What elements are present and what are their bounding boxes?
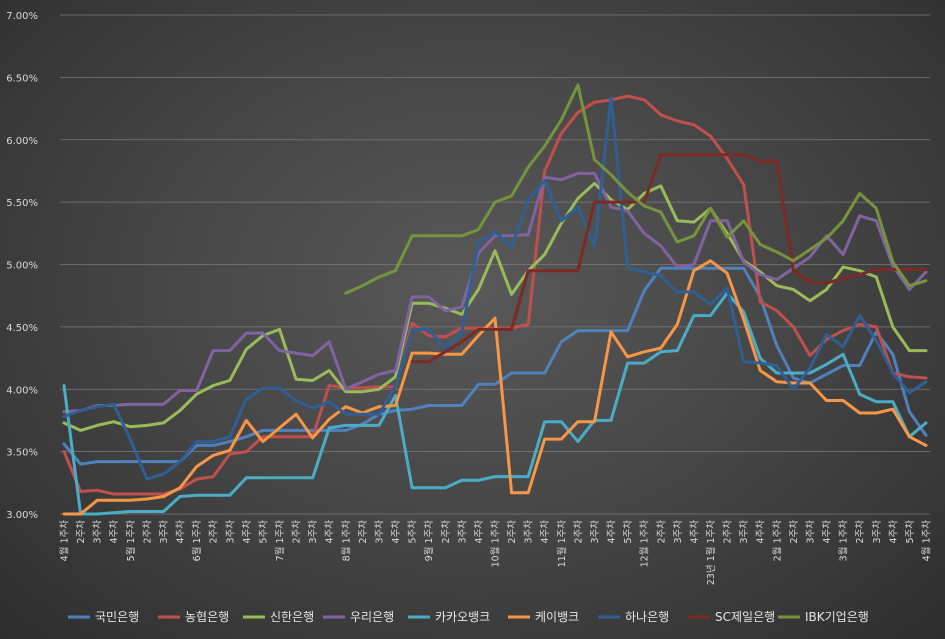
x-tick-label: 11월 1주차 [556,520,568,568]
legend-label: IBK기업은행 [805,609,869,624]
y-tick-label: 7.00% [6,11,38,22]
x-tick-label: 8월 1주차 [340,520,352,562]
x-tick-label: 2주차 [141,520,153,544]
x-tick-label: 3주차 [456,520,468,544]
x-tick-label: 3주차 [158,520,170,544]
x-tick-label: 6월 1주차 [191,520,203,562]
series-line-신한은행 [62,181,928,432]
x-tick-label: 3주차 [307,520,319,544]
x-tick-label: 4주차 [390,520,402,544]
x-tick-label: 3주차 [672,520,684,544]
x-tick-label: 5주차 [622,520,634,544]
x-tick-label: 5주차 [904,520,916,544]
x-tick-label: 4월 1주차 [921,520,933,562]
x-tick-label: 2주차 [291,520,303,544]
x-tick-label: 3주차 [92,520,104,544]
x-tick-label: 4주차 [887,520,899,544]
legend-label: 농협은행 [185,609,229,624]
x-tick-label: 4주차 [821,520,833,544]
series-lines [62,83,928,516]
x-tick-label: 4주차 [755,520,767,544]
series-line-SC제일은행 [410,153,928,364]
x-tick-label: 2주차 [572,520,584,544]
x-tick-label: 3월 1주차 [838,520,850,562]
legend-label: 하나은행 [625,609,669,624]
x-tick-label: 3주차 [523,520,535,544]
x-tick-label: 4주차 [241,520,253,544]
x-tick-label: 2주차 [506,520,518,544]
x-tick-label: 4주차 [175,520,187,544]
x-tick-label: 23년 1월 1주차 [705,520,717,585]
x-tick-label: 5월 1주차 [125,520,137,562]
x-axis-tick-labels: 4월 1주차 2주차 3주차 4주차 5월 1주차 2주차 3주차 4주차 6월 1주차 2주차 3… [59,520,933,585]
x-tick-label: 2주차 [788,520,800,544]
x-tick-label: 2주차 [440,520,452,544]
series-line-하나은행 [62,95,928,481]
x-tick-label: 2주차 [655,520,667,544]
x-tick-label: 4월 1주차 [59,520,71,562]
series-line-국민은행 [62,266,928,466]
legend-label: 우리은행 [350,609,394,624]
series-line-케이뱅크 [62,259,928,516]
x-tick-label: 4주차 [688,520,700,544]
legend-label: 케이뱅크 [535,610,579,624]
y-tick-label: 5.50% [6,198,38,209]
legend-label: 신한은행 [270,609,314,624]
series-line-우리은행 [62,171,928,414]
x-tick-label: 4주차 [324,520,336,544]
y-tick-label: 4.50% [6,323,38,334]
x-tick-label: 5주차 [407,520,419,544]
x-tick-label: 12월 1주차 [639,520,651,568]
x-tick-label: 2월 1주차 [771,520,783,562]
x-tick-label: 3주차 [373,520,385,544]
x-tick-label: 3주차 [738,520,750,544]
series-line-농협은행 [62,94,928,496]
x-tick-label: 4주차 [539,520,551,544]
x-tick-label: 2주차 [208,520,220,544]
x-tick-label: 4주차 [473,520,485,544]
y-tick-label: 4.00% [6,385,38,396]
y-tick-label: 3.50% [6,448,38,459]
legend-label: 카카오뱅크 [435,610,490,624]
y-tick-label: 5.00% [6,261,38,272]
legend-label: 국민은행 [95,609,139,624]
y-axis-tick-labels: 3.00% 3.50% 4.00% 4.50% 5.00% 5.50% 6.00% 6.50%… [6,11,38,521]
x-tick-label: 4주차 [606,520,618,544]
x-tick-label: 3주차 [804,520,816,544]
x-tick-label: 9월 1주차 [423,520,435,562]
x-tick-label: 5주차 [257,520,269,544]
y-tick-label: 3.00% [6,510,38,521]
x-tick-label: 3주차 [871,520,883,544]
legend: 국민은행 농협은행 신한은행 우리은행 카카오뱅크 케이뱅크 하나은행 SC제일은행 IBK기업… [68,609,869,624]
x-tick-label: 2주차 [722,520,734,544]
legend-label: SC제일은행 [715,609,775,624]
x-tick-label: 3주차 [589,520,601,544]
series-line-IBK기업은행 [344,83,928,295]
x-tick-label: 10월 1주차 [490,520,502,568]
x-tick-label: 2주차 [75,520,87,544]
x-tick-label: 2주차 [854,520,866,544]
x-tick-label: 2주차 [357,520,369,544]
x-tick-label: 7월 1주차 [274,520,286,562]
y-tick-label: 6.00% [6,136,38,147]
x-tick-label: 4주차 [108,520,120,544]
y-tick-label: 6.50% [6,73,38,84]
x-tick-label: 3주차 [224,520,236,544]
